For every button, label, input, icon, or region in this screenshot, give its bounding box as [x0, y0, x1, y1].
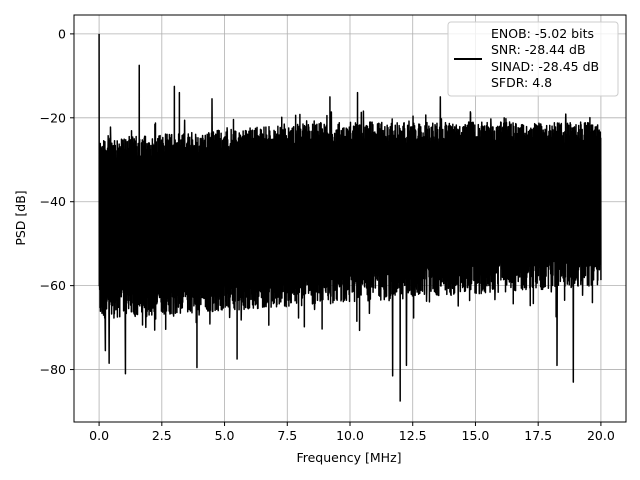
legend-entry-enob: ENOB: -5.02 bits — [491, 26, 594, 41]
x-axis-label: Frequency [MHz] — [296, 450, 401, 465]
x-tick-label: 17.5 — [524, 428, 552, 443]
legend-box — [447, 21, 619, 97]
x-tick-label: 2.5 — [152, 428, 172, 443]
psd-series-line — [98, 33, 602, 402]
y-axis-label: PSD [dB] — [13, 190, 28, 245]
x-tick-label: 10.0 — [336, 428, 364, 443]
y-tick-label: 0 — [58, 26, 66, 41]
y-axis-ticks: 0 −20 −40 −60 −80 — [40, 26, 74, 377]
x-tick-label: 7.5 — [277, 428, 297, 443]
x-tick-label: 20.0 — [587, 428, 615, 443]
x-axis-ticks: 0.0 2.5 5.0 7.5 10.0 12.5 15.0 17.5 20.0 — [89, 422, 615, 443]
x-tick-label: 0.0 — [89, 428, 109, 443]
legend: ENOB: -5.02 bits SNR: -28.44 dB SINAD: -… — [447, 21, 619, 97]
y-tick-label: −20 — [40, 110, 66, 125]
y-tick-label: −60 — [40, 278, 66, 293]
legend-entry-snr: SNR: -28.44 dB — [491, 42, 586, 57]
x-tick-label: 15.0 — [462, 428, 490, 443]
legend-entry-sinad: SINAD: -28.45 dB — [491, 59, 599, 74]
y-tick-label: −40 — [40, 194, 66, 209]
plot-area — [98, 33, 602, 402]
x-tick-label: 12.5 — [399, 428, 427, 443]
legend-entry-sfdr: SFDR: 4.8 — [491, 75, 552, 90]
x-tick-label: 5.0 — [215, 428, 235, 443]
y-tick-label: −80 — [40, 362, 66, 377]
